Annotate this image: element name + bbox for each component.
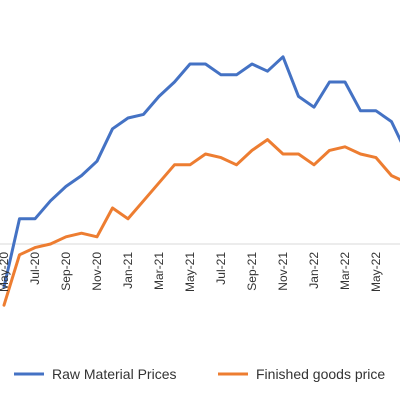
series-line-raw-material-prices [2,55,400,289]
x-tick-label: Mar-22 [338,252,352,290]
x-tick-label: Sep-20 [59,252,73,291]
x-tick-label: May-22 [369,252,383,292]
x-tick-label: Jan-21 [121,252,135,289]
x-tick-label: Sep-21 [245,252,259,291]
x-tick-label: Jul-20 [28,252,42,285]
legend: Raw Material Prices Finished goods price [14,366,385,382]
x-tick-label: Nov-20 [90,252,104,291]
legend-label: Raw Material Prices [52,366,176,382]
x-tick-label: May-21 [183,252,197,292]
x-tick-label: Mar-21 [152,252,166,290]
x-axis-tick-labels: May-20 Jul-20 Sep-20 Nov-20 Jan-21 Mar-21 May-… [0,252,383,292]
x-tick-label: Nov-21 [276,252,290,291]
legend-label: Finished goods price [256,366,385,382]
x-tick-label: May-20 [0,252,11,292]
x-tick-label: Jul-21 [214,252,228,285]
x-tick-label: Jan-22 [307,252,321,289]
series-line-finished-goods-price [2,138,400,307]
series-lines [2,55,400,307]
